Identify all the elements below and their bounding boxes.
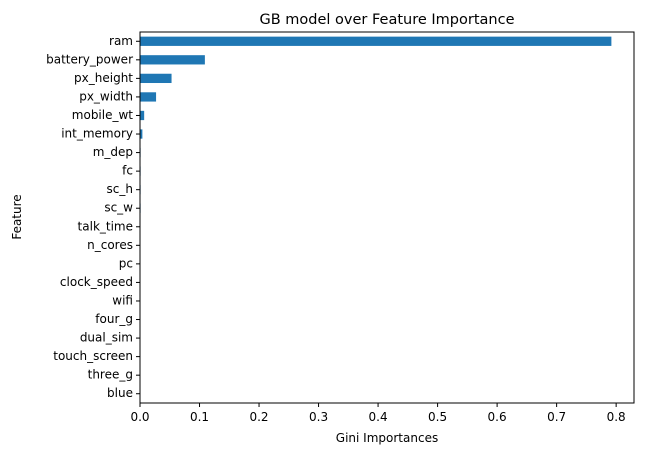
chart-title: GB model over Feature Importance xyxy=(260,12,515,28)
y-tick-label: m_dep xyxy=(93,145,133,159)
bar-ram xyxy=(140,37,611,46)
bars-layer xyxy=(140,37,611,399)
x-tick-label: 0.4 xyxy=(369,410,388,424)
y-axis-ticks: ram battery_power px_height px_width mobile_… xyxy=(46,34,140,400)
y-tick-label: four_g xyxy=(95,312,133,326)
plot-frame xyxy=(140,32,634,403)
y-tick-label: dual_sim xyxy=(80,331,133,345)
x-tick-label: 0.6 xyxy=(488,410,507,424)
bar-px-width xyxy=(140,92,156,101)
y-axis-title: Feature xyxy=(10,194,24,239)
y-tick-label: battery_power xyxy=(46,52,133,66)
y-tick-label: blue xyxy=(107,386,133,400)
y-tick-label: fc xyxy=(122,164,133,178)
x-tick-label: 0.1 xyxy=(190,410,209,424)
bar-battery-power xyxy=(140,55,205,64)
y-tick-label: mobile_wt xyxy=(72,108,134,122)
x-tick-label: 0.3 xyxy=(309,410,328,424)
y-tick-label: talk_time xyxy=(78,219,133,233)
y-tick-label: three_g xyxy=(88,368,133,382)
y-tick-label: sc_h xyxy=(107,182,133,196)
x-tick-label: 0.0 xyxy=(130,410,149,424)
x-axis-ticks: 0.0 0.1 0.2 0.3 0.4 0.5 0.6 0.7 0.8 xyxy=(130,403,625,424)
x-axis-title: Gini Importances xyxy=(336,431,438,445)
bar-mobile-wt xyxy=(140,111,144,120)
x-tick-label: 0.2 xyxy=(249,410,268,424)
y-tick-label: n_cores xyxy=(87,238,133,252)
x-tick-label: 0.5 xyxy=(428,410,447,424)
y-tick-label: px_height xyxy=(74,71,133,85)
x-tick-label: 0.7 xyxy=(547,410,566,424)
y-tick-label: sc_w xyxy=(104,201,133,215)
y-tick-label: touch_screen xyxy=(53,349,133,363)
bar-px-height xyxy=(140,74,172,83)
y-tick-label: clock_speed xyxy=(60,275,133,289)
y-tick-label: ram xyxy=(109,34,133,48)
x-tick-label: 0.8 xyxy=(607,410,626,424)
y-tick-label: pc xyxy=(119,256,133,270)
y-tick-label: px_width xyxy=(79,89,133,103)
y-tick-label: wifi xyxy=(112,293,133,307)
y-tick-label: int_memory xyxy=(61,127,133,141)
